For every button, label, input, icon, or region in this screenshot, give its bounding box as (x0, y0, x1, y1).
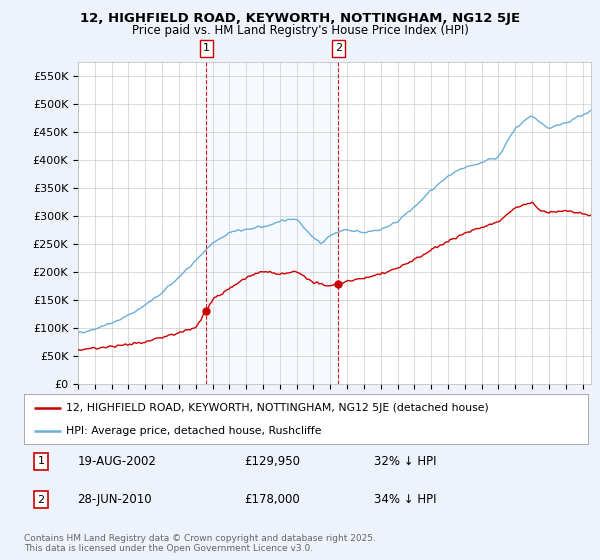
Text: £129,950: £129,950 (244, 455, 300, 468)
Text: HPI: Average price, detached house, Rushcliffe: HPI: Average price, detached house, Rush… (66, 426, 322, 436)
Text: £178,000: £178,000 (244, 493, 300, 506)
Text: 1: 1 (37, 456, 44, 466)
Text: 32% ↓ HPI: 32% ↓ HPI (374, 455, 436, 468)
Text: 28-JUN-2010: 28-JUN-2010 (77, 493, 152, 506)
Text: Price paid vs. HM Land Registry's House Price Index (HPI): Price paid vs. HM Land Registry's House … (131, 24, 469, 36)
Text: 12, HIGHFIELD ROAD, KEYWORTH, NOTTINGHAM, NG12 5JE (detached house): 12, HIGHFIELD ROAD, KEYWORTH, NOTTINGHAM… (66, 403, 489, 413)
Text: 2: 2 (335, 43, 342, 53)
Text: Contains HM Land Registry data © Crown copyright and database right 2025.
This d: Contains HM Land Registry data © Crown c… (24, 534, 376, 553)
Text: 1: 1 (203, 43, 210, 53)
Text: 34% ↓ HPI: 34% ↓ HPI (374, 493, 436, 506)
Bar (206, 62, 338, 384)
Text: 12, HIGHFIELD ROAD, KEYWORTH, NOTTINGHAM, NG12 5JE: 12, HIGHFIELD ROAD, KEYWORTH, NOTTINGHAM… (80, 12, 520, 25)
Text: 2: 2 (37, 495, 44, 505)
Text: 19-AUG-2002: 19-AUG-2002 (77, 455, 157, 468)
